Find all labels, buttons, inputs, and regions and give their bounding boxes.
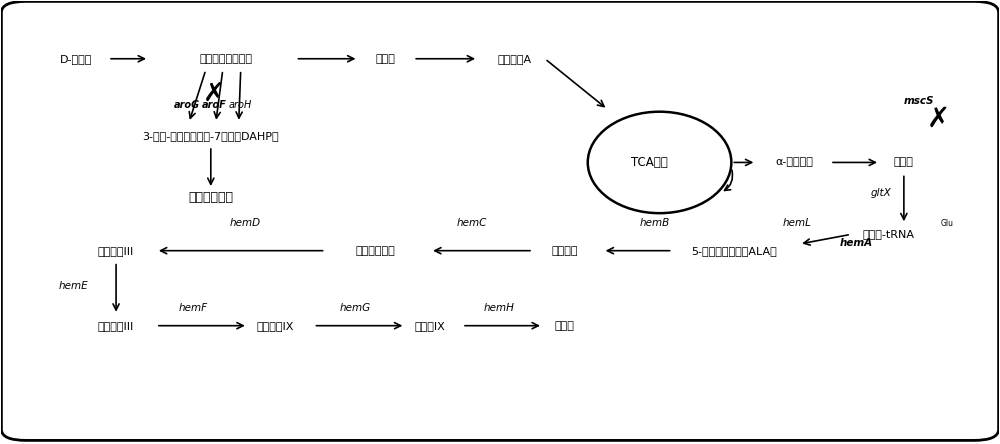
- Text: 谷氨酸: 谷氨酸: [894, 158, 914, 167]
- Text: mscS: mscS: [904, 95, 934, 106]
- Text: 血红素: 血红素: [555, 321, 575, 331]
- Text: 胆色素原: 胆色素原: [552, 246, 578, 256]
- Text: 原卟啉原IX: 原卟啉原IX: [257, 321, 294, 331]
- Text: aroF: aroF: [201, 100, 226, 110]
- Text: α-酮戊二酸: α-酮戊二酸: [775, 158, 813, 167]
- Text: aroH: aroH: [229, 100, 252, 110]
- Text: 乙酰辅酶A: 乙酰辅酶A: [498, 54, 532, 64]
- Text: D-葡萄糖: D-葡萄糖: [60, 54, 92, 64]
- Text: gltX: gltX: [871, 188, 891, 198]
- Text: hemL: hemL: [783, 218, 812, 228]
- Text: ✗: ✗: [203, 81, 225, 107]
- Text: hemC: hemC: [457, 218, 487, 228]
- Text: hemA: hemA: [839, 238, 873, 248]
- Text: 粪卟啉原III: 粪卟啉原III: [98, 321, 134, 331]
- Text: 丙酮酸: 丙酮酸: [375, 54, 395, 64]
- Text: 芳香族氨基酸: 芳香族氨基酸: [188, 191, 233, 204]
- Text: 谷氨酸-tRNA: 谷氨酸-tRNA: [863, 230, 915, 239]
- Text: 尿卟啉原III: 尿卟啉原III: [98, 246, 134, 256]
- Text: aroG: aroG: [174, 100, 200, 110]
- Text: hemG: hemG: [340, 303, 371, 313]
- Text: Glu: Glu: [941, 219, 954, 228]
- Text: hemB: hemB: [639, 218, 670, 228]
- Text: hemF: hemF: [178, 303, 207, 313]
- Text: ✗: ✗: [927, 104, 950, 132]
- Text: 原卟啉IX: 原卟啉IX: [415, 321, 446, 331]
- Text: 5-氨基乙酰丙酸（ALA）: 5-氨基乙酰丙酸（ALA）: [691, 246, 777, 256]
- Text: 磷酸烯醇式丙酮酸: 磷酸烯醇式丙酮酸: [199, 54, 252, 64]
- Text: 羟甲基胆色烷: 羟甲基胆色烷: [355, 246, 395, 256]
- Text: TCA循环: TCA循环: [631, 156, 668, 169]
- Text: hemD: hemD: [229, 218, 260, 228]
- Text: 3-脱氢-阿拉伯庚酮糖-7磷酸（DAHP）: 3-脱氢-阿拉伯庚酮糖-7磷酸（DAHP）: [142, 131, 279, 141]
- Text: hemH: hemH: [484, 303, 514, 313]
- Text: hemE: hemE: [58, 281, 88, 290]
